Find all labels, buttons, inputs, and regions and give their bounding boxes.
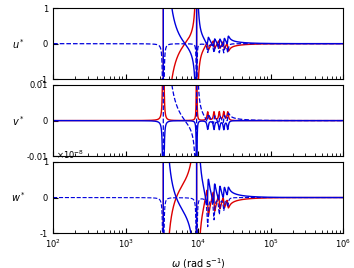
Text: $\times 10^{-8}$: $\times 10^{-8}$ — [56, 149, 84, 161]
Y-axis label: $w^*$: $w^*$ — [11, 191, 26, 204]
X-axis label: $\omega$ (rad s$^{-1}$): $\omega$ (rad s$^{-1}$) — [171, 256, 225, 268]
Y-axis label: $u^*$: $u^*$ — [12, 37, 25, 51]
Y-axis label: $v^*$: $v^*$ — [12, 114, 25, 128]
